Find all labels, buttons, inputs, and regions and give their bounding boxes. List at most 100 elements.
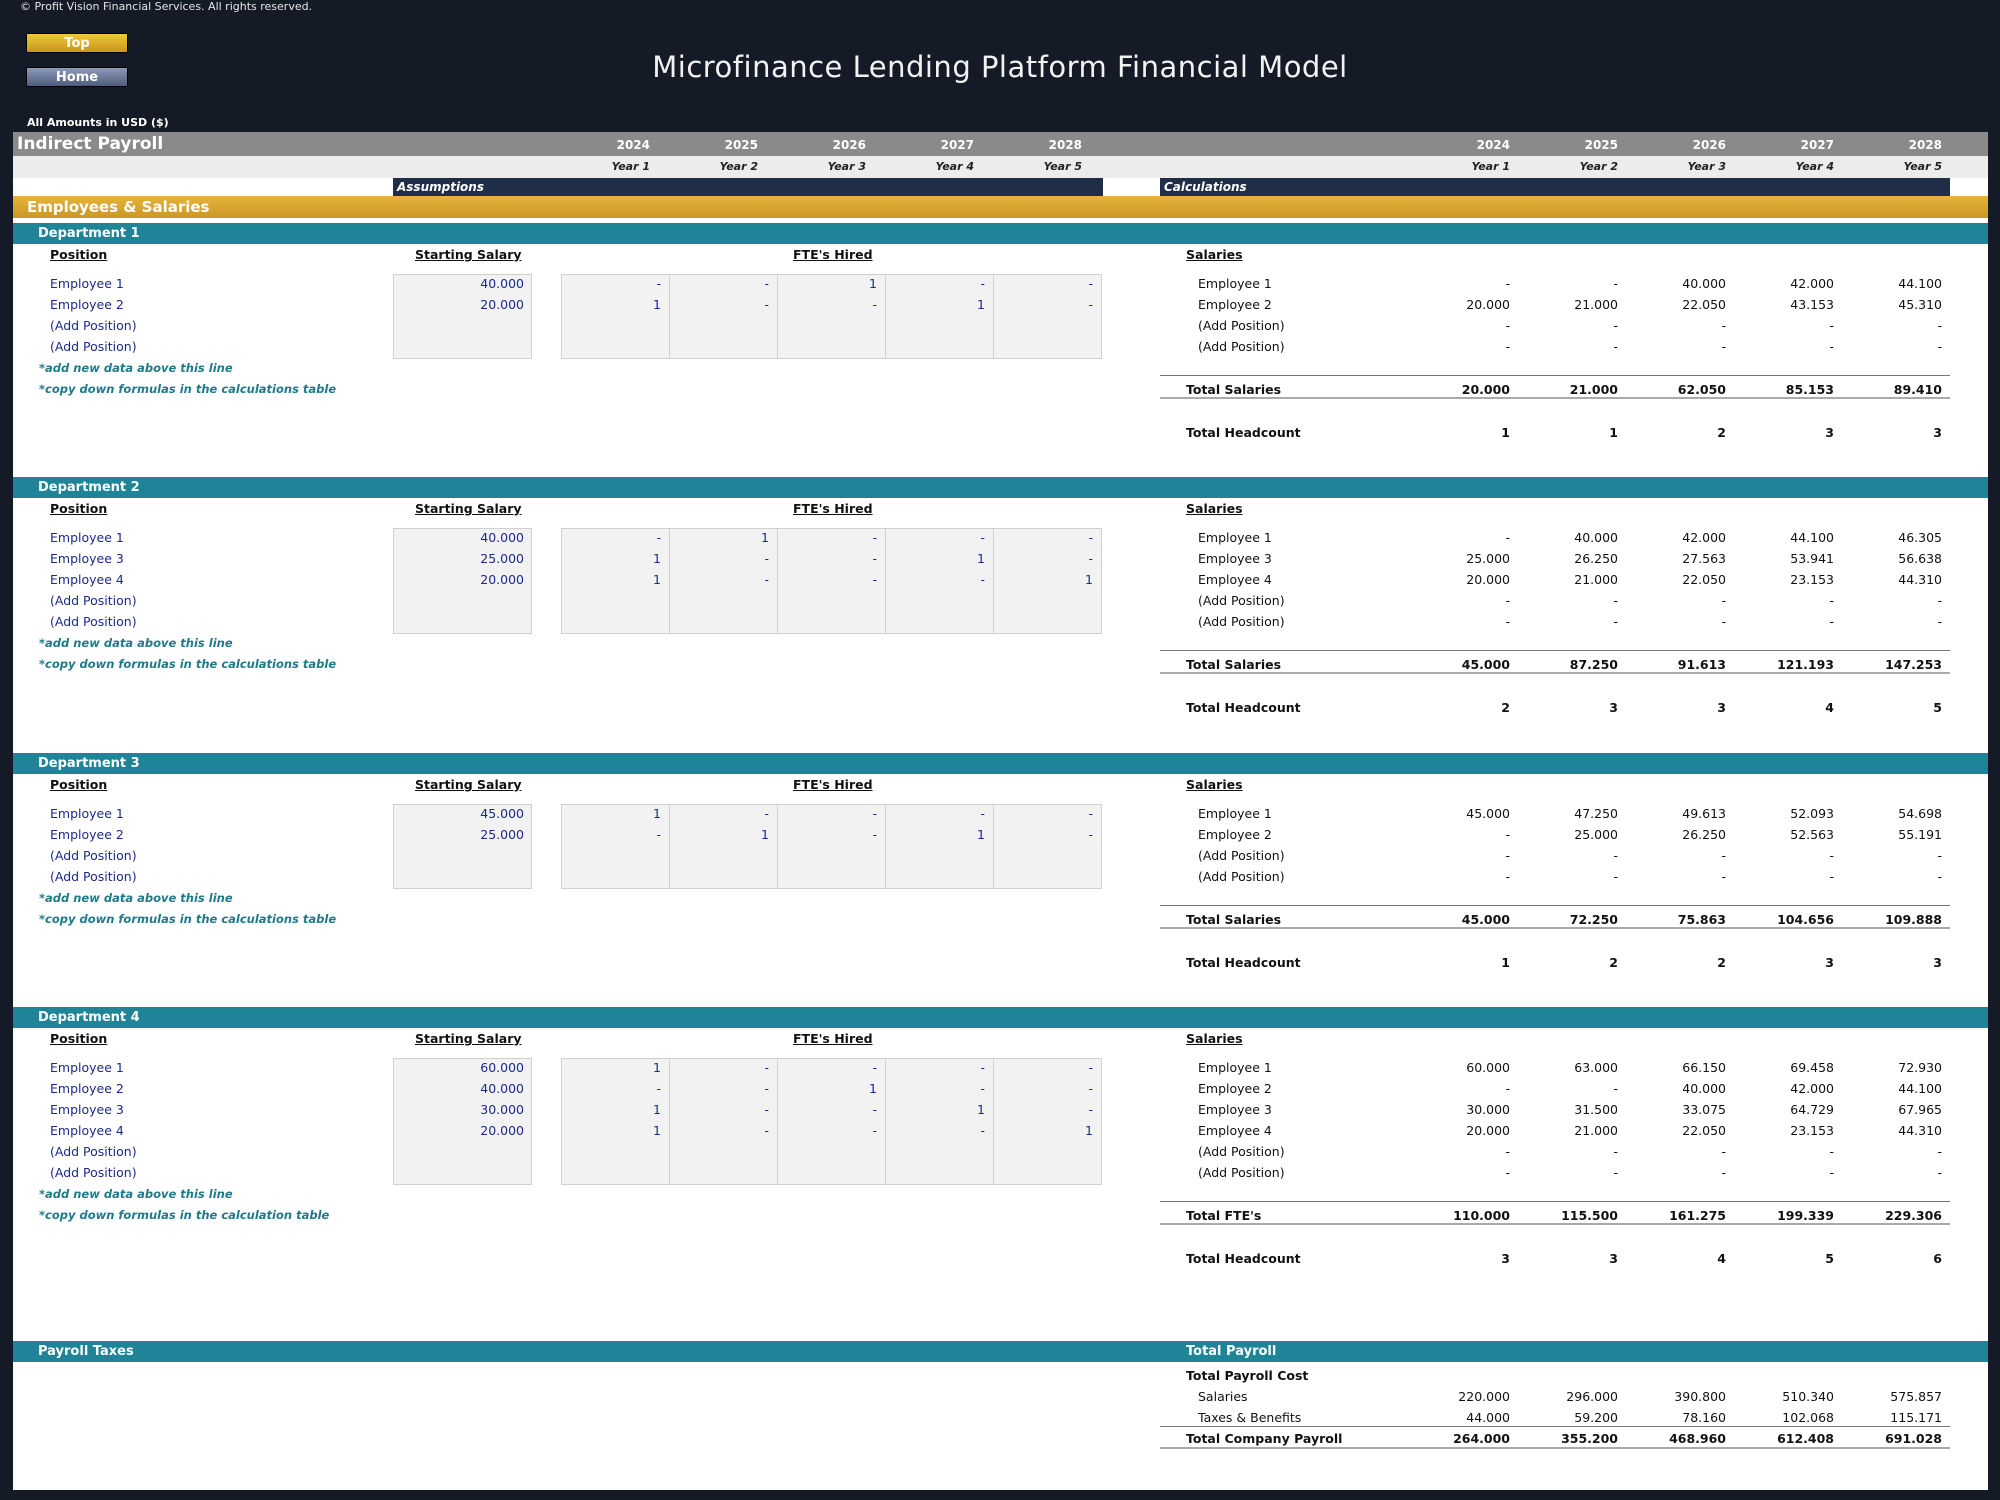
starting-salary-col-header: Starting Salary <box>415 777 522 792</box>
fte-hired-input[interactable]: 1 <box>977 551 985 566</box>
salary-value: 20.000 <box>1466 297 1510 312</box>
starting-salary-input[interactable]: 25.000 <box>480 551 524 566</box>
fte-hired-input[interactable]: 1 <box>653 1102 661 1117</box>
fte-hired-input[interactable]: - <box>872 1102 877 1117</box>
fte-hired-input[interactable]: 1 <box>653 297 661 312</box>
salary-row-label: (Add Position) <box>1198 848 1285 863</box>
starting-salary-input[interactable]: 40.000 <box>480 276 524 291</box>
fte-hired-input[interactable]: 1 <box>653 1060 661 1075</box>
fte-hired-input[interactable]: - <box>656 276 661 291</box>
starting-salary-input[interactable]: 40.000 <box>480 1081 524 1096</box>
salary-row-label: Employee 4 <box>1198 572 1272 587</box>
fte-hired-input[interactable]: - <box>980 1060 985 1075</box>
fte-hired-input[interactable]: - <box>872 572 877 587</box>
fte-hired-input[interactable]: - <box>980 1123 985 1138</box>
fte-hired-input[interactable]: - <box>764 1102 769 1117</box>
fte-hired-input[interactable]: 1 <box>653 1123 661 1138</box>
fte-input-box <box>777 1058 886 1185</box>
starting-salary-input[interactable]: 20.000 <box>480 572 524 587</box>
fte-hired-input[interactable]: - <box>980 806 985 821</box>
payroll-sheet: Indirect Payroll Assumptions Calculation… <box>13 132 1988 1490</box>
starting-salary-input[interactable]: 25.000 <box>480 827 524 842</box>
starting-salary-input[interactable]: 20.000 <box>480 297 524 312</box>
position-label: Employee 3 <box>50 1102 124 1117</box>
fte-hired-input[interactable]: - <box>872 297 877 312</box>
fte-hired-input[interactable]: - <box>764 1060 769 1075</box>
top-button[interactable]: Top <box>26 33 128 53</box>
total-headcount-value: 3 <box>1933 425 1942 440</box>
position-label: Employee 2 <box>50 827 124 842</box>
salary-value: - <box>1721 318 1726 333</box>
fte-hired-input[interactable]: 1 <box>869 276 877 291</box>
fte-hired-input[interactable]: - <box>872 827 877 842</box>
fte-hired-input[interactable]: - <box>1088 551 1093 566</box>
salary-row-label: Employee 2 <box>1198 297 1272 312</box>
salary-value: 40.000 <box>1682 1081 1726 1096</box>
fte-hired-input[interactable]: - <box>872 806 877 821</box>
salary-row-label: (Add Position) <box>1198 614 1285 629</box>
payroll-salaries-value: 220.000 <box>1458 1389 1510 1404</box>
fte-hired-input[interactable]: - <box>656 1081 661 1096</box>
fte-hired-input[interactable]: - <box>1088 276 1093 291</box>
fte-hired-input[interactable]: 1 <box>977 1102 985 1117</box>
fte-hired-input[interactable]: - <box>656 827 661 842</box>
fte-hired-input[interactable]: - <box>980 530 985 545</box>
total-headcount-value: 4 <box>1825 700 1834 715</box>
fte-hired-input[interactable]: - <box>764 806 769 821</box>
fte-hired-input[interactable]: - <box>764 551 769 566</box>
fte-hired-input[interactable]: - <box>1088 1081 1093 1096</box>
add-data-note: *add new data above this line <box>39 361 233 375</box>
fte-hired-input[interactable]: 1 <box>761 530 769 545</box>
fte-hired-input[interactable]: 1 <box>869 1081 877 1096</box>
fte-hired-input[interactable]: 1 <box>653 572 661 587</box>
payroll-salaries-label: Salaries <box>1198 1389 1248 1404</box>
fte-hired-input[interactable]: - <box>1088 1102 1093 1117</box>
fte-hired-input[interactable]: 1 <box>977 827 985 842</box>
fte-hired-input[interactable]: - <box>872 530 877 545</box>
starting-salary-input[interactable]: 20.000 <box>480 1123 524 1138</box>
fte-input-box <box>993 804 1102 889</box>
fte-hired-input[interactable]: - <box>1088 530 1093 545</box>
fte-hired-input[interactable]: 1 <box>761 827 769 842</box>
fte-hired-input[interactable]: - <box>1088 827 1093 842</box>
fte-hired-input[interactable]: - <box>656 530 661 545</box>
fte-hired-input[interactable]: 1 <box>977 297 985 312</box>
total-salaries-value: 62.050 <box>1677 382 1726 397</box>
fte-hired-input[interactable]: - <box>1088 297 1093 312</box>
salary-value: - <box>1613 869 1618 884</box>
starting-salary-input[interactable]: 45.000 <box>480 806 524 821</box>
home-button[interactable]: Home <box>26 67 128 87</box>
calculations-bar: Calculations <box>1160 178 1950 196</box>
fte-hired-input[interactable]: - <box>980 572 985 587</box>
fte-hired-input[interactable]: - <box>764 572 769 587</box>
starting-salary-input[interactable]: 60.000 <box>480 1060 524 1075</box>
starting-salary-input[interactable]: 30.000 <box>480 1102 524 1117</box>
add-data-note: *add new data above this line <box>39 891 233 905</box>
fte-hired-input[interactable]: - <box>872 1060 877 1075</box>
salary-row-label: Employee 2 <box>1198 827 1272 842</box>
fte-hired-input[interactable]: 1 <box>653 806 661 821</box>
salary-value: 46.305 <box>1898 530 1942 545</box>
taxes-benefits-value: 59.200 <box>1574 1410 1618 1425</box>
starting-salary-input[interactable]: 40.000 <box>480 530 524 545</box>
salary-value: - <box>1829 1144 1834 1159</box>
salary-value: 43.153 <box>1790 297 1834 312</box>
salary-value: 64.729 <box>1790 1102 1834 1117</box>
fte-hired-input[interactable]: - <box>764 1081 769 1096</box>
salary-value: - <box>1937 1165 1942 1180</box>
fte-hired-input[interactable]: - <box>1088 806 1093 821</box>
fte-hired-input[interactable]: - <box>764 1123 769 1138</box>
fte-hired-input[interactable]: - <box>1088 1060 1093 1075</box>
fte-hired-input[interactable]: - <box>872 1123 877 1138</box>
salary-value: - <box>1613 318 1618 333</box>
fte-hired-input[interactable]: 1 <box>1085 1123 1093 1138</box>
fte-hired-input[interactable]: - <box>872 551 877 566</box>
fte-hired-input[interactable]: - <box>980 276 985 291</box>
fte-hired-input[interactable]: 1 <box>653 551 661 566</box>
year-label-left: Year 3 <box>827 160 866 173</box>
fte-hired-input[interactable]: - <box>980 1081 985 1096</box>
fte-hired-input[interactable]: - <box>764 297 769 312</box>
department-header: Department 2 <box>13 477 1988 498</box>
fte-hired-input[interactable]: - <box>764 276 769 291</box>
fte-hired-input[interactable]: 1 <box>1085 572 1093 587</box>
